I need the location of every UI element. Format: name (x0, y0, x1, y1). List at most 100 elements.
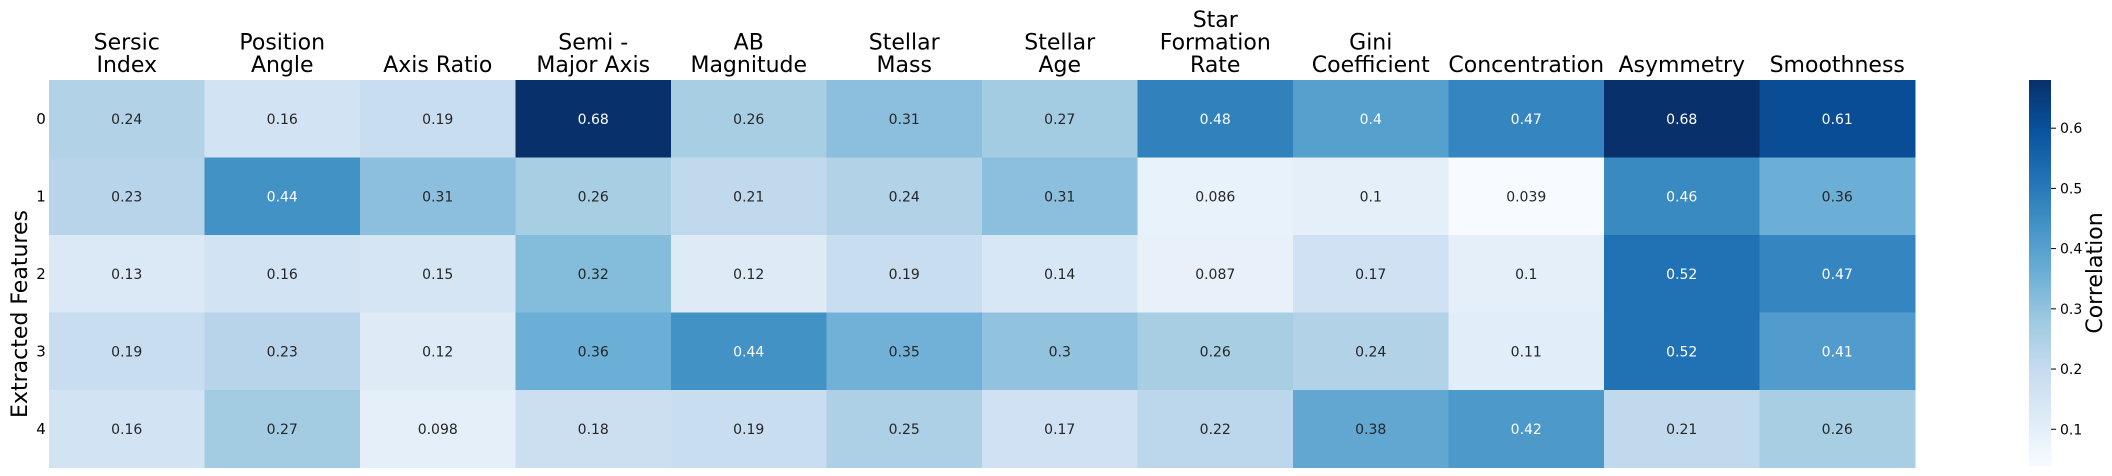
column-label: Sersic (94, 31, 160, 56)
cell-value-label: 0.23 (267, 344, 298, 360)
colorbar-tick-label: 0.3 (2060, 302, 2082, 318)
heatmap-cells: 0.24 0.16 0.19 0.68 0.26 0.31 0.27 0.48 0.4 0.47 0… (49, 80, 1916, 468)
heatmap-cell (1759, 312, 1916, 391)
heatmap-cell (1137, 157, 1294, 236)
cell-value-label: 0.21 (733, 189, 764, 205)
heatmap-cell (1759, 235, 1916, 313)
column-label: Smoothness (1770, 53, 1905, 78)
column-label: Stellar (869, 31, 941, 56)
cell-value-label: 0.17 (1355, 267, 1386, 283)
heatmap-cell (1293, 312, 1449, 391)
column-label: Angle (251, 53, 314, 78)
heatmap-cell (1604, 312, 1760, 391)
cell-value-label: 0.26 (1822, 422, 1853, 438)
cell-value-label: 0.24 (889, 189, 920, 205)
cell-value-label: 0.41 (1822, 344, 1853, 360)
colorbar-tick-label: 0.6 (2060, 121, 2082, 137)
row-label: 3 (36, 342, 46, 360)
heatmap-cell (982, 312, 1138, 391)
heatmap-cell (204, 157, 361, 236)
column-label: Stellar (1024, 31, 1096, 56)
heatmap-cell (1448, 312, 1605, 391)
cell-value-label: 0.12 (733, 267, 764, 283)
heatmap-cell (1759, 390, 1916, 468)
heatmap-cell (1293, 80, 1449, 158)
cell-value-label: 0.039 (1506, 189, 1546, 205)
colorbar-tick-label: 0.2 (2060, 362, 2082, 378)
heatmap-cell (204, 80, 361, 158)
column-label: Semi - (558, 31, 628, 56)
cell-value-label: 0.44 (733, 344, 764, 360)
cell-value-label: 0.31 (889, 112, 920, 128)
heatmap-cell (204, 312, 361, 391)
colorbar-tick-label: 0.5 (2060, 181, 2082, 197)
cell-value-label: 0.27 (267, 422, 298, 438)
cell-value-label: 0.61 (1822, 112, 1853, 128)
row-labels: 0 1 2 3 4 (36, 110, 46, 438)
cell-value-label: 0.36 (1822, 189, 1853, 205)
heatmap-cell (671, 312, 827, 391)
heatmap-cell (671, 235, 827, 313)
cell-value-label: 0.35 (889, 344, 920, 360)
column-label: Asymmetry (1618, 53, 1745, 78)
cell-value-label: 0.19 (111, 344, 142, 360)
heatmap-cell (1604, 80, 1760, 158)
cell-value-label: 0.086 (1195, 189, 1235, 205)
column-label: Star (1193, 8, 1239, 33)
cell-value-label: 0.21 (1666, 422, 1697, 438)
heatmap-cell (360, 390, 516, 468)
heatmap-cell (982, 157, 1138, 236)
cell-value-label: 0.14 (1044, 267, 1075, 283)
cell-value-label: 0.68 (1666, 112, 1697, 128)
cell-value-label: 0.26 (733, 112, 764, 128)
cell-value-label: 0.24 (1355, 344, 1386, 360)
cell-value-label: 0.32 (578, 267, 609, 283)
heatmap-cell (1448, 390, 1605, 468)
cell-value-label: 0.46 (1666, 189, 1697, 205)
heatmap-cell (1604, 235, 1760, 313)
heatmap-cell (671, 390, 827, 468)
heatmap-cell (1137, 80, 1294, 158)
heatmap-cell (982, 80, 1138, 158)
column-label: Concentration (1448, 53, 1604, 78)
cell-value-label: 0.19 (733, 422, 764, 438)
heatmap-cell (49, 235, 205, 313)
heatmap-cell (49, 157, 205, 236)
heatmap-cell (1293, 157, 1449, 236)
heatmap-cell (1604, 390, 1760, 468)
cell-value-label: 0.36 (578, 344, 609, 360)
cell-value-label: 0.19 (889, 267, 920, 283)
column-label: Age (1038, 53, 1081, 78)
heatmap-cell (1137, 390, 1294, 468)
column-label: AB (734, 31, 764, 56)
row-label: 0 (36, 110, 46, 128)
heatmap-cell (204, 235, 361, 313)
cell-value-label: 0.3 (1049, 344, 1071, 360)
cell-value-label: 0.4 (1360, 112, 1382, 128)
cell-value-label: 0.52 (1666, 344, 1697, 360)
heatmap-cell (1137, 312, 1294, 391)
cell-value-label: 0.26 (578, 189, 609, 205)
heatmap-cell (982, 390, 1138, 468)
colorbar-tick-label: 0.1 (2060, 422, 2082, 438)
cell-value-label: 0.47 (1822, 267, 1853, 283)
cell-value-label: 0.31 (422, 189, 453, 205)
column-label: Rate (1190, 53, 1240, 78)
cell-value-label: 0.098 (418, 422, 458, 438)
colorbar-ticks: 0.1 0.2 0.3 0.4 0.5 0.6 (2051, 121, 2082, 438)
cell-value-label: 0.12 (422, 344, 453, 360)
column-label: Coefficient (1312, 53, 1430, 78)
heatmap-cell (515, 312, 672, 391)
heatmap-cell (671, 157, 827, 236)
cell-value-label: 0.11 (1511, 344, 1542, 360)
heatmap-cell (49, 80, 205, 158)
row-label: 4 (36, 420, 46, 438)
cell-value-label: 0.24 (111, 112, 142, 128)
column-label: Major Axis (536, 53, 650, 78)
cell-value-label: 0.47 (1511, 112, 1542, 128)
cell-value-label: 0.16 (267, 267, 298, 283)
colorbar-gradient (2029, 80, 2051, 466)
heatmap-cell (1293, 390, 1449, 468)
